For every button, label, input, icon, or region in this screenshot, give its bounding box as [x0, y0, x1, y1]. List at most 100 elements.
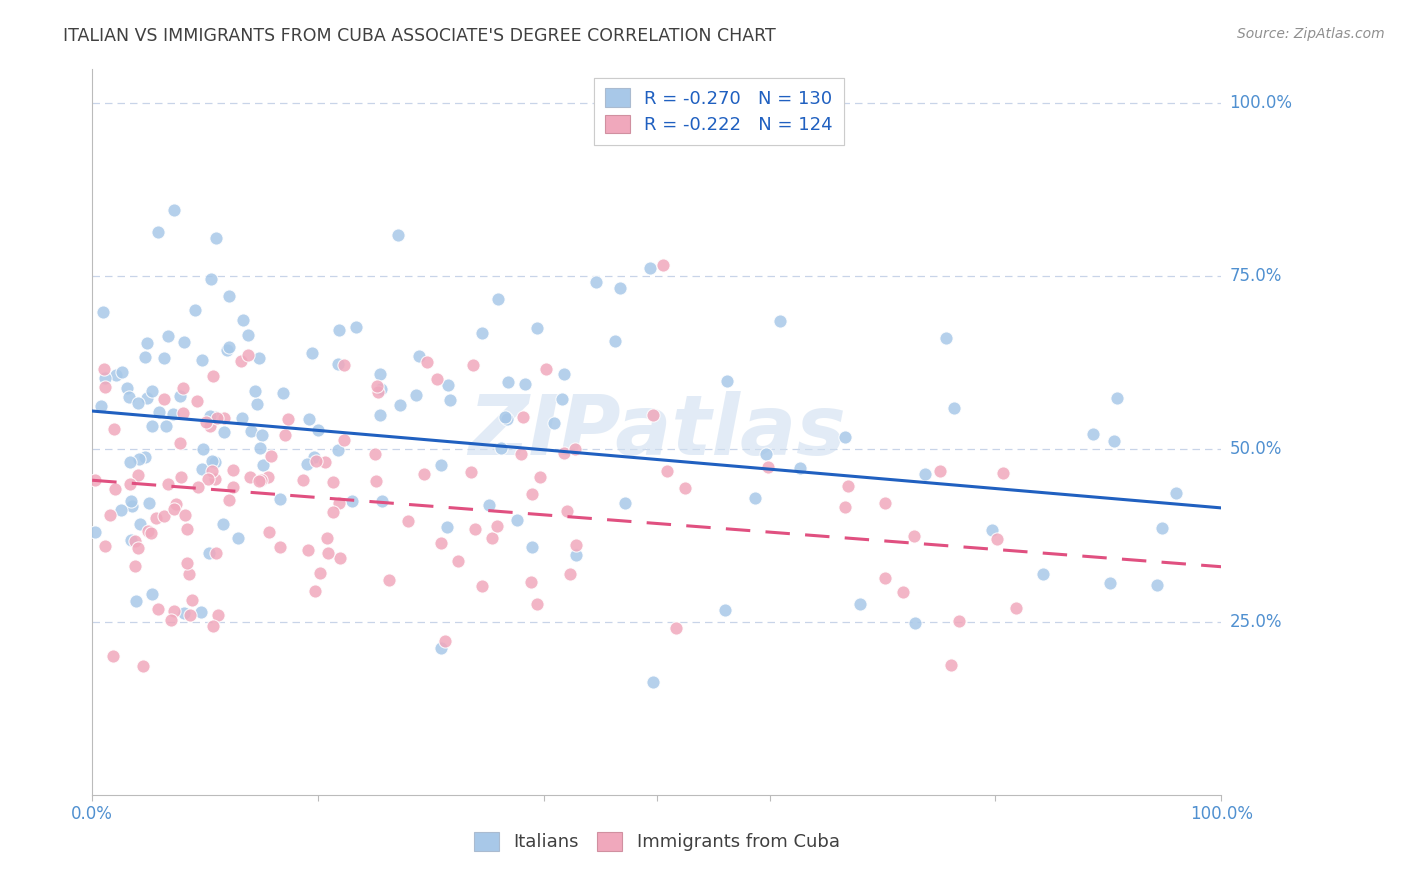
- Italians: [326, 357, 349, 371]
- Immigrants from Cuba: [238, 348, 260, 362]
- Italians: [551, 392, 574, 406]
- Italians: [231, 411, 253, 425]
- Italians: [148, 405, 170, 419]
- Immigrants from Cuba: [173, 508, 195, 522]
- Immigrants from Cuba: [138, 524, 160, 538]
- Italians: [914, 467, 936, 482]
- Italians: [436, 519, 458, 533]
- Immigrants from Cuba: [903, 529, 925, 543]
- Italians: [488, 292, 510, 306]
- Italians: [271, 385, 294, 400]
- Immigrants from Cuba: [157, 476, 180, 491]
- Immigrants from Cuba: [186, 394, 208, 409]
- Immigrants from Cuba: [260, 449, 283, 463]
- Immigrants from Cuba: [124, 533, 146, 548]
- Italians: [134, 350, 156, 364]
- Italians: [935, 331, 957, 345]
- Italians: [232, 313, 254, 327]
- Italians: [136, 391, 159, 405]
- Immigrants from Cuba: [366, 474, 388, 488]
- Italians: [716, 374, 738, 388]
- Italians: [849, 597, 872, 611]
- Italians: [191, 462, 214, 476]
- Immigrants from Cuba: [169, 470, 191, 484]
- Text: 50.0%: 50.0%: [1230, 440, 1282, 458]
- Immigrants from Cuba: [145, 511, 167, 525]
- Immigrants from Cuba: [520, 487, 543, 501]
- Immigrants from Cuba: [180, 593, 202, 607]
- Immigrants from Cuba: [297, 542, 319, 557]
- Italians: [252, 458, 274, 473]
- Italians: [134, 450, 156, 465]
- Text: 75.0%: 75.0%: [1230, 267, 1282, 285]
- Immigrants from Cuba: [229, 354, 252, 368]
- Immigrants from Cuba: [396, 514, 419, 528]
- Italians: [298, 412, 321, 426]
- Immigrants from Cuba: [471, 579, 494, 593]
- Immigrants from Cuba: [257, 525, 280, 540]
- Italians: [565, 548, 588, 562]
- Italians: [1166, 486, 1188, 500]
- Italians: [328, 442, 350, 457]
- Italians: [471, 326, 494, 340]
- Immigrants from Cuba: [415, 355, 437, 369]
- Italians: [613, 495, 636, 509]
- Italians: [344, 320, 367, 334]
- Immigrants from Cuba: [163, 604, 186, 618]
- Italians: [247, 351, 270, 365]
- Immigrants from Cuba: [834, 500, 856, 514]
- Italians: [246, 397, 269, 411]
- Immigrants from Cuba: [509, 447, 531, 461]
- Immigrants from Cuba: [94, 539, 117, 553]
- Immigrants from Cuba: [837, 479, 859, 493]
- Italians: [200, 271, 222, 285]
- Immigrants from Cuba: [187, 481, 209, 495]
- Immigrants from Cuba: [172, 381, 194, 395]
- Immigrants from Cuba: [93, 380, 115, 394]
- Italians: [91, 304, 114, 318]
- Italians: [515, 376, 537, 391]
- Immigrants from Cuba: [526, 597, 548, 611]
- Immigrants from Cuba: [553, 446, 575, 460]
- Immigrants from Cuba: [212, 410, 235, 425]
- Italians: [1150, 521, 1173, 535]
- Immigrants from Cuba: [520, 575, 543, 590]
- Italians: [201, 454, 224, 468]
- Italians: [173, 606, 195, 620]
- Italians: [371, 493, 394, 508]
- Immigrants from Cuba: [197, 472, 219, 486]
- Immigrants from Cuba: [152, 508, 174, 523]
- Immigrants from Cuba: [172, 405, 194, 419]
- Immigrants from Cuba: [222, 480, 245, 494]
- Immigrants from Cuba: [322, 505, 344, 519]
- Italians: [368, 368, 391, 382]
- Immigrants from Cuba: [433, 634, 456, 648]
- Italians: [94, 371, 117, 385]
- Immigrants from Cuba: [655, 464, 678, 478]
- Immigrants from Cuba: [564, 442, 586, 456]
- Immigrants from Cuba: [328, 496, 350, 510]
- Immigrants from Cuba: [239, 470, 262, 484]
- Immigrants from Cuba: [560, 567, 582, 582]
- Immigrants from Cuba: [565, 538, 588, 552]
- Italians: [205, 230, 228, 244]
- Italians: [789, 461, 811, 475]
- Italians: [163, 202, 186, 217]
- Immigrants from Cuba: [269, 540, 291, 554]
- Italians: [1081, 427, 1104, 442]
- Immigrants from Cuba: [948, 614, 970, 628]
- Italians: [942, 401, 965, 415]
- Italians: [744, 491, 766, 505]
- Text: ITALIAN VS IMMIGRANTS FROM CUBA ASSOCIATE'S DEGREE CORRELATION CHART: ITALIAN VS IMMIGRANTS FROM CUBA ASSOCIAT…: [63, 27, 776, 45]
- Immigrants from Cuba: [673, 481, 696, 495]
- Italians: [526, 320, 548, 334]
- Italians: [169, 389, 191, 403]
- Italians: [269, 491, 291, 506]
- Italians: [184, 302, 207, 317]
- Italians: [138, 496, 160, 510]
- Italians: [340, 493, 363, 508]
- Immigrants from Cuba: [163, 501, 186, 516]
- Immigrants from Cuba: [485, 519, 508, 533]
- Italians: [90, 400, 112, 414]
- Immigrants from Cuba: [875, 496, 897, 510]
